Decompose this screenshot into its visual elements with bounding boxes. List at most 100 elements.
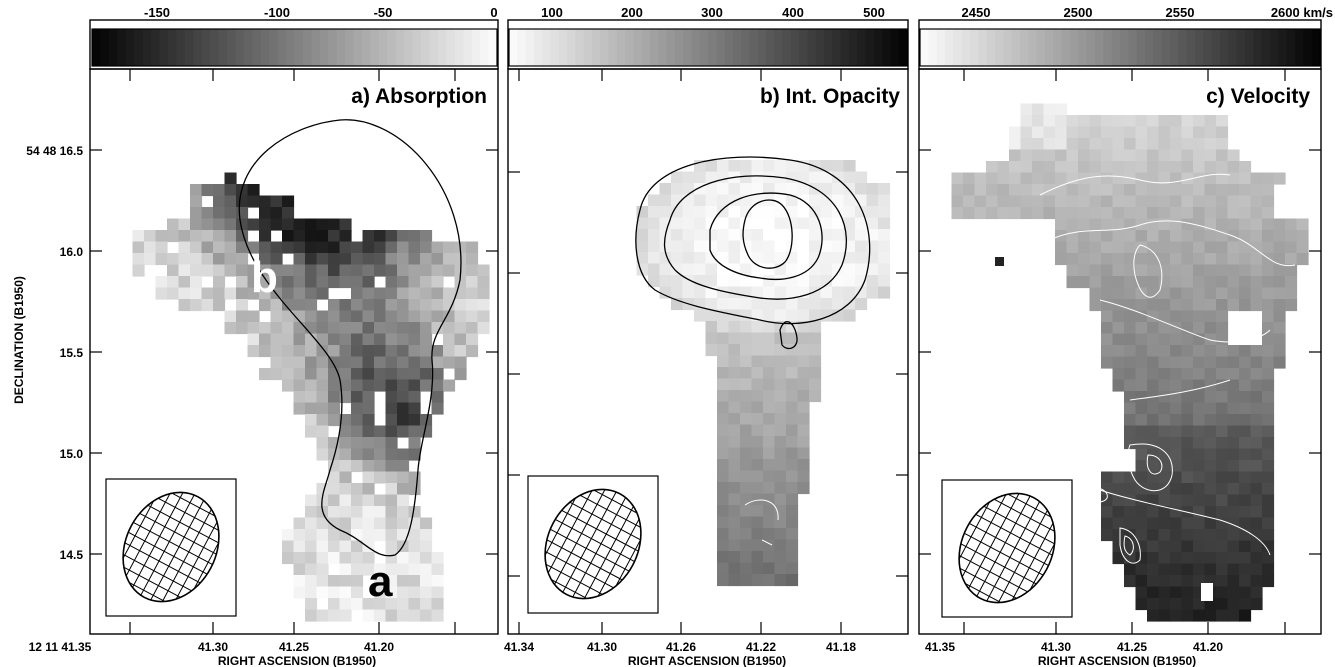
map-pixel (351, 264, 364, 277)
map-pixel (751, 344, 764, 357)
map-pixel (751, 171, 764, 184)
map-pixel (1250, 437, 1263, 450)
map-pixel (843, 275, 856, 288)
map-pixel (190, 264, 203, 277)
map-pixel (1112, 368, 1125, 381)
map-pixel (362, 448, 375, 461)
map-pixel (1055, 149, 1068, 162)
map-pixel (774, 206, 787, 219)
map-pixel (648, 252, 661, 265)
map-pixel (1158, 368, 1171, 381)
colorbar-step (252, 29, 262, 66)
map-pixel (351, 586, 364, 599)
map-pixel (1216, 299, 1229, 312)
map-pixel (717, 160, 730, 173)
map-pixel (420, 414, 433, 427)
map-pixel (1216, 609, 1229, 622)
map-pixel (1158, 172, 1171, 185)
map-pixel (786, 309, 799, 322)
map-pixel (1239, 460, 1252, 473)
map-pixel (963, 195, 976, 208)
map-pixel (270, 195, 283, 208)
map-pixel (270, 333, 283, 346)
colorbar-step (421, 29, 431, 66)
map-pixel (1181, 448, 1194, 461)
map-pixel (866, 275, 879, 288)
map-pixel (1147, 598, 1160, 611)
map-pixel (259, 322, 272, 335)
map-pixel (339, 586, 352, 599)
map-pixel (247, 264, 260, 277)
map-pixel (1158, 115, 1171, 128)
map-pixel (797, 240, 810, 253)
map-pixel (1170, 483, 1183, 496)
map-pixel (832, 298, 845, 311)
map-pixel (1124, 425, 1137, 438)
map-pixel (1158, 598, 1171, 611)
map-pixel (420, 241, 433, 254)
map-pixel (328, 322, 341, 335)
colorbar-step (429, 29, 439, 66)
map-pixel (339, 218, 352, 231)
map-pixel (1193, 425, 1206, 438)
map-pixel (1285, 287, 1298, 300)
map-pixel (694, 217, 707, 230)
map-pixel (797, 229, 810, 242)
map-pixel (1227, 586, 1240, 599)
map-pixel (1216, 287, 1229, 300)
map-pixel (1239, 172, 1252, 185)
map-pixel (1262, 506, 1275, 519)
colorbar-step (1020, 29, 1029, 66)
map-pixel (431, 402, 444, 415)
colorbar-step (277, 29, 287, 66)
map-pixel (774, 309, 787, 322)
map-pixel (1239, 299, 1252, 312)
map-pixel (1262, 299, 1275, 312)
panel-b-title: b) Int. Opacity (760, 85, 900, 108)
colorbar-step (1145, 29, 1154, 66)
map-pixel (797, 355, 810, 368)
x-tick: 41.30 (1041, 640, 1071, 654)
colorbar-step (1111, 29, 1121, 66)
map-pixel (1204, 310, 1217, 323)
map-pixel (986, 172, 999, 185)
map-pixel (408, 483, 421, 496)
map-pixel (374, 575, 387, 588)
map-pixel (224, 322, 237, 335)
map-pixel (316, 391, 329, 404)
map-pixel (1204, 540, 1217, 553)
map-pixel (397, 322, 410, 335)
map-pixel (443, 345, 456, 358)
map-pixel (740, 562, 753, 575)
map-pixel (328, 529, 341, 542)
map-pixel (466, 299, 479, 312)
map-pixel (1112, 276, 1125, 289)
map-pixel (477, 276, 490, 289)
map-pixel (431, 575, 444, 588)
colorbar-step (387, 29, 397, 66)
map-pixel (224, 218, 237, 231)
x-tick: 41.18 (826, 640, 856, 654)
map-pixel (408, 529, 421, 542)
map-pixel (774, 539, 787, 552)
map-pixel (1239, 184, 1252, 197)
colorbar-step (125, 29, 135, 66)
map-pixel (809, 298, 822, 311)
map-pixel (339, 241, 352, 254)
map-pixel (763, 401, 776, 414)
map-pixel (443, 241, 456, 254)
map-pixel (1158, 517, 1171, 530)
colorbar-step (395, 29, 405, 66)
map-pixel (951, 207, 964, 220)
map-pixel (431, 391, 444, 404)
map-pixel (362, 230, 375, 243)
map-pixel (339, 414, 352, 427)
map-pixel (705, 171, 718, 184)
map-pixel (763, 286, 776, 299)
map-pixel (397, 379, 410, 392)
map-pixel (1250, 172, 1263, 185)
map-pixel (751, 367, 764, 380)
map-pixel (351, 517, 364, 530)
map-pixel (1135, 586, 1148, 599)
colorbar-step (1028, 29, 1038, 66)
